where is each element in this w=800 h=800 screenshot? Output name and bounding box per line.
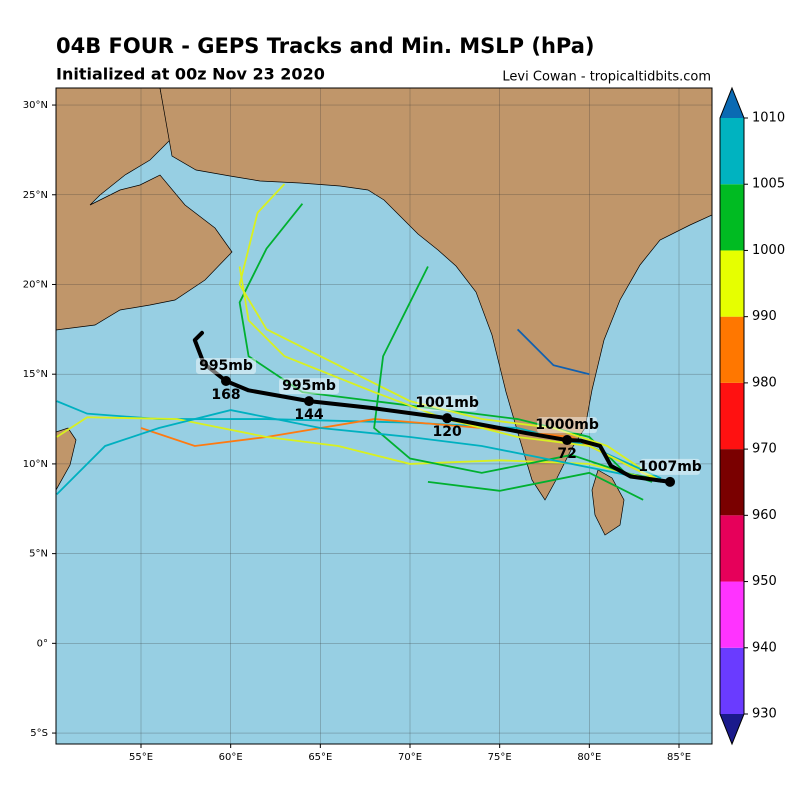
pressure-label: 1001mb bbox=[415, 395, 479, 411]
colorbar-label: 970 bbox=[752, 442, 777, 457]
colorbar-segment bbox=[720, 581, 744, 648]
land-asia bbox=[159, 88, 712, 501]
ensemble-track bbox=[56, 409, 662, 496]
pressure-label: 995mb bbox=[199, 358, 253, 374]
x-tick-label: 80°E bbox=[577, 752, 601, 763]
hour-label: 120 bbox=[433, 424, 462, 440]
ensemble-track bbox=[427, 471, 644, 501]
pressure-label-bg bbox=[640, 458, 701, 475]
ensemble-track bbox=[516, 328, 590, 376]
colorbar-label: 940 bbox=[752, 640, 777, 655]
x-tick-label: 65°E bbox=[308, 752, 332, 763]
y-tick-label: 5°S bbox=[30, 728, 48, 739]
colorbar-label: 1000 bbox=[752, 243, 785, 258]
chart-subtitle: Initialized at 00z Nov 23 2020 bbox=[56, 65, 325, 84]
land bbox=[56, 88, 712, 536]
credit: Levi Cowan - tropicaltidbits.com bbox=[502, 70, 711, 85]
hour-point bbox=[442, 413, 453, 424]
colorbar-segment bbox=[720, 250, 744, 317]
colorbar-under bbox=[720, 714, 744, 744]
colorbar-label: 930 bbox=[752, 707, 777, 722]
hour-label: 168 bbox=[211, 387, 240, 403]
y-tick-label: 30°N bbox=[23, 100, 48, 111]
colorbar-label: 990 bbox=[752, 309, 777, 324]
ensemble-track bbox=[56, 400, 662, 480]
hour-point bbox=[221, 376, 232, 387]
colorbar-segment bbox=[720, 382, 744, 450]
x-tick-label: 55°E bbox=[129, 752, 153, 763]
colorbar-segment bbox=[720, 647, 744, 714]
colorbar-segment bbox=[720, 449, 744, 516]
x-tick-label: 75°E bbox=[488, 752, 512, 763]
hour-point bbox=[304, 396, 315, 407]
y-tick-label: 25°N bbox=[23, 190, 48, 201]
y-tick-label: 10°N bbox=[23, 459, 48, 470]
y-tick-label: 0° bbox=[37, 638, 48, 649]
colorbar-segment bbox=[720, 118, 744, 185]
ensemble-track bbox=[238, 183, 662, 483]
x-tick-label: 85°E bbox=[667, 752, 691, 763]
x-tick-label: 70°E bbox=[398, 752, 422, 763]
hour-label: 72 bbox=[557, 446, 576, 462]
ensemble-track bbox=[56, 416, 662, 483]
ensemble-track bbox=[238, 266, 662, 483]
track-start bbox=[665, 476, 676, 487]
colorbar-label: 1005 bbox=[752, 177, 785, 192]
land-somalia bbox=[56, 427, 77, 491]
colorbar-label: 950 bbox=[752, 574, 777, 589]
y-tick-label: 20°N bbox=[23, 279, 48, 290]
pressure-label-bg bbox=[417, 395, 478, 412]
colorbar-label: 980 bbox=[752, 375, 777, 390]
colorbar-segment bbox=[720, 184, 744, 251]
colorbar-over bbox=[720, 88, 744, 118]
colorbar-segment bbox=[720, 316, 744, 383]
pressure-label: 1000mb bbox=[535, 417, 599, 433]
pressure-label: 1007mb bbox=[638, 459, 702, 475]
chart-title: 04B FOUR - GEPS Tracks and Min. MSLP (hP… bbox=[56, 34, 595, 58]
pressure-label-bg bbox=[196, 358, 257, 375]
land-arabia bbox=[56, 88, 233, 331]
hour-label: 144 bbox=[294, 407, 323, 423]
plot-frame bbox=[55, 87, 713, 745]
y-tick-label: 15°N bbox=[23, 369, 48, 380]
ensemble-track bbox=[373, 266, 653, 483]
colorbar-segment bbox=[720, 515, 744, 582]
ensemble-track bbox=[140, 418, 644, 474]
colorbar-label: 1010 bbox=[752, 111, 785, 126]
x-tick-label: 60°E bbox=[219, 752, 243, 763]
pressure-label-bg bbox=[537, 417, 598, 434]
pressure-label: 995mb bbox=[282, 378, 336, 394]
y-tick-label: 5°N bbox=[29, 549, 48, 560]
colorbar-label: 960 bbox=[752, 508, 777, 523]
pressure-label-bg bbox=[279, 378, 340, 395]
hour-point bbox=[562, 435, 573, 446]
